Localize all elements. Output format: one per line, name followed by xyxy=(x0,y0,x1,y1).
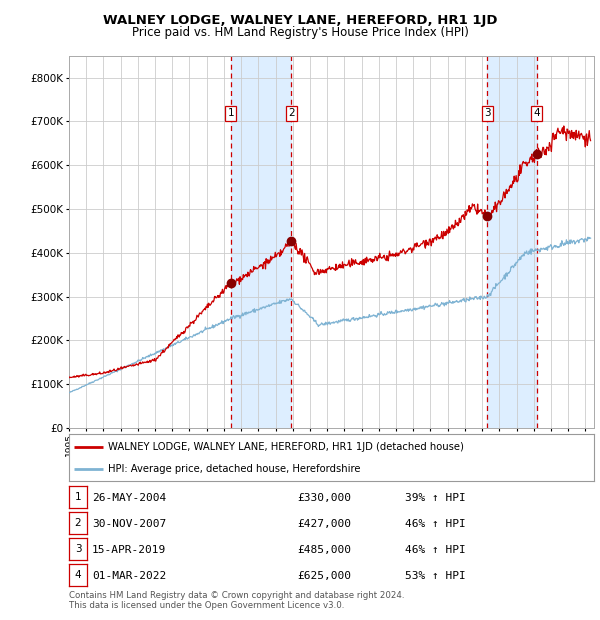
Text: 46% ↑ HPI: 46% ↑ HPI xyxy=(405,545,466,555)
Text: 30-NOV-2007: 30-NOV-2007 xyxy=(92,519,166,529)
Text: £485,000: £485,000 xyxy=(297,545,351,555)
Text: 4: 4 xyxy=(533,108,540,118)
Bar xyxy=(231,56,292,428)
Text: 26-MAY-2004: 26-MAY-2004 xyxy=(92,493,166,503)
Text: 01-MAR-2022: 01-MAR-2022 xyxy=(92,571,166,581)
Text: 4: 4 xyxy=(74,570,82,580)
Text: 39% ↑ HPI: 39% ↑ HPI xyxy=(405,493,466,503)
Text: HPI: Average price, detached house, Herefordshire: HPI: Average price, detached house, Here… xyxy=(109,464,361,474)
Text: 2: 2 xyxy=(288,108,295,118)
Text: 2: 2 xyxy=(74,518,82,528)
Bar xyxy=(487,56,536,428)
Text: 15-APR-2019: 15-APR-2019 xyxy=(92,545,166,555)
Text: 3: 3 xyxy=(484,108,490,118)
Text: WALNEY LODGE, WALNEY LANE, HEREFORD, HR1 1JD: WALNEY LODGE, WALNEY LANE, HEREFORD, HR1… xyxy=(103,14,497,27)
Text: 53% ↑ HPI: 53% ↑ HPI xyxy=(405,571,466,581)
Text: WALNEY LODGE, WALNEY LANE, HEREFORD, HR1 1JD (detached house): WALNEY LODGE, WALNEY LANE, HEREFORD, HR1… xyxy=(109,442,464,452)
Text: Price paid vs. HM Land Registry's House Price Index (HPI): Price paid vs. HM Land Registry's House … xyxy=(131,26,469,39)
Text: £625,000: £625,000 xyxy=(297,571,351,581)
Text: £330,000: £330,000 xyxy=(297,493,351,503)
Text: 1: 1 xyxy=(227,108,234,118)
Text: 46% ↑ HPI: 46% ↑ HPI xyxy=(405,519,466,529)
Text: Contains HM Land Registry data © Crown copyright and database right 2024.
This d: Contains HM Land Registry data © Crown c… xyxy=(69,591,404,610)
Text: 3: 3 xyxy=(74,544,82,554)
Text: £427,000: £427,000 xyxy=(297,519,351,529)
Text: 1: 1 xyxy=(74,492,82,502)
